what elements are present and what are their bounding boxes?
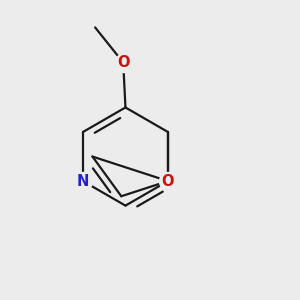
Text: O: O [117, 55, 130, 70]
Text: N: N [77, 174, 89, 189]
Text: O: O [162, 174, 174, 189]
